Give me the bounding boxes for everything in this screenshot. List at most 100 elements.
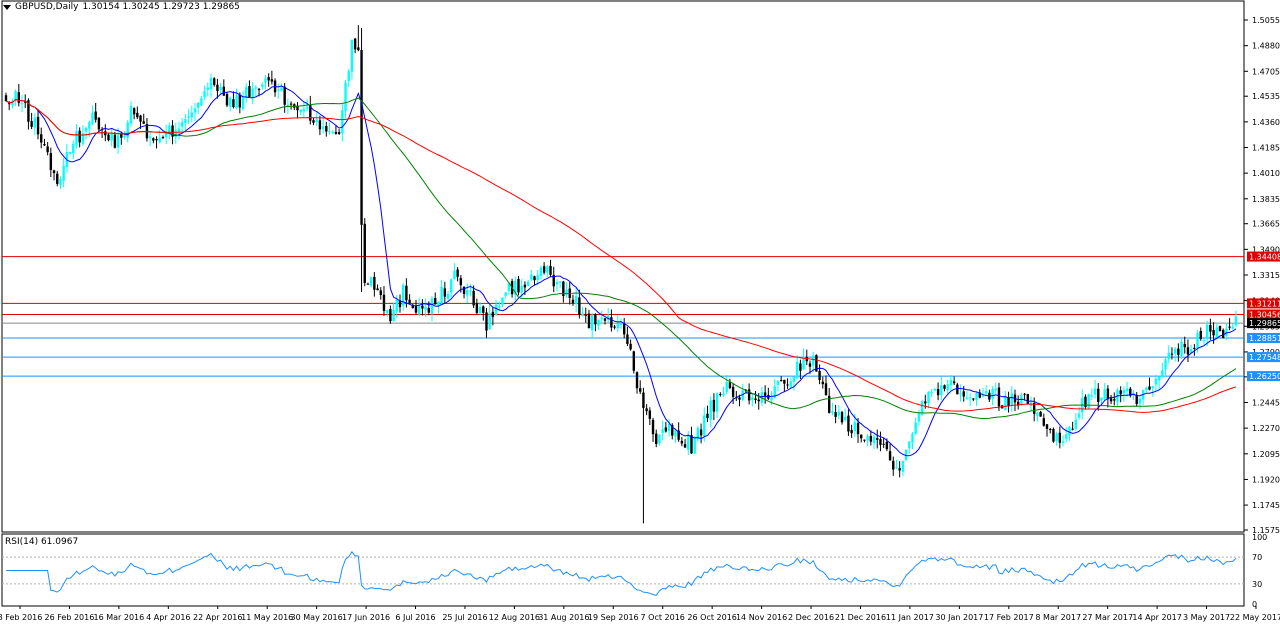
- candle: [382, 286, 386, 316]
- candle: [674, 428, 677, 443]
- candle: [43, 138, 46, 147]
- candle: [350, 39, 354, 80]
- x-tick-label: 12 Aug 2016: [489, 613, 540, 622]
- candle: [648, 407, 652, 426]
- level-price-tag: 1.26250: [1247, 371, 1280, 382]
- candle: [671, 423, 674, 440]
- candle: [78, 127, 81, 148]
- candle: [91, 105, 94, 126]
- x-tick-label: 21 Dec 2016: [835, 613, 886, 622]
- candle: [661, 420, 664, 441]
- x-tick-label: 22 Apr 2016: [193, 613, 242, 622]
- candle: [289, 101, 293, 110]
- candle: [229, 96, 232, 112]
- candle: [773, 378, 776, 399]
- candle: [645, 404, 648, 416]
- candle: [1151, 385, 1154, 397]
- candle: [834, 404, 837, 424]
- candle: [424, 298, 427, 317]
- candlesticks: [4, 25, 1238, 524]
- candle: [1116, 387, 1119, 407]
- candle: [401, 283, 405, 311]
- candle: [856, 418, 860, 443]
- rsi-panel: 100 70 30 0: [2, 533, 1267, 609]
- candle: [52, 169, 56, 181]
- candle: [811, 351, 815, 373]
- candle: [1157, 376, 1161, 390]
- candle: [504, 292, 507, 299]
- candle: [1045, 424, 1049, 437]
- y-tick-label: 1.17450: [1252, 501, 1280, 510]
- candle: [616, 315, 619, 333]
- moving-averages: [5, 85, 1237, 457]
- candle: [533, 275, 536, 286]
- candle: [558, 281, 562, 289]
- candle: [565, 282, 568, 298]
- candle: [1065, 427, 1068, 443]
- x-tick-label: 17 Feb 2017: [984, 613, 1034, 622]
- candle: [1193, 344, 1196, 356]
- candle: [59, 176, 62, 190]
- svg-text:1.30456: 1.30456: [1249, 310, 1280, 319]
- candle: [200, 95, 203, 106]
- candle: [1218, 325, 1222, 332]
- candle: [267, 73, 270, 87]
- candle: [331, 129, 334, 135]
- candle: [446, 290, 450, 303]
- candle: [1010, 386, 1013, 412]
- candle: [1119, 386, 1122, 403]
- candle: [235, 88, 238, 110]
- candle: [664, 421, 668, 433]
- candle: [799, 359, 802, 379]
- candle: [373, 272, 376, 297]
- y-tick-label: 1.48800: [1252, 42, 1280, 51]
- candle: [238, 92, 242, 114]
- candle: [933, 387, 937, 392]
- candle: [610, 309, 613, 332]
- candle: [209, 73, 213, 98]
- y-tick-label: 1.19200: [1252, 475, 1280, 484]
- y-tick-label: 1.22700: [1252, 424, 1280, 433]
- candle: [478, 302, 482, 315]
- candle: [213, 77, 216, 87]
- candle: [1106, 385, 1110, 408]
- candle: [245, 83, 248, 103]
- candle: [735, 391, 738, 402]
- candle: [690, 426, 693, 454]
- candle: [369, 276, 373, 288]
- y-tick-label: 1.34900: [1252, 245, 1280, 254]
- candle: [626, 326, 629, 347]
- candle: [526, 279, 530, 287]
- svg-text:1.26250: 1.26250: [1249, 372, 1280, 381]
- candle: [994, 382, 997, 395]
- candle: [940, 376, 943, 401]
- candle: [11, 98, 14, 109]
- candle: [943, 384, 946, 392]
- candle: [1090, 388, 1094, 401]
- rsi-header: RSI(14) 61.0967: [5, 537, 79, 547]
- candle: [107, 133, 110, 142]
- dropdown-triangle-icon[interactable]: [3, 4, 11, 10]
- candle: [581, 306, 584, 317]
- candle: [315, 112, 318, 126]
- candle: [466, 283, 469, 304]
- rsi-tick-label: 30: [1252, 580, 1262, 589]
- candle: [594, 313, 597, 332]
- candle: [152, 137, 155, 144]
- candle: [437, 301, 440, 314]
- candle: [196, 101, 200, 115]
- candle: [1145, 386, 1148, 393]
- candle: [475, 298, 479, 315]
- x-tick-label: 22 May 2017: [1230, 613, 1280, 622]
- candle: [779, 376, 783, 382]
- y-tick-label: 1.43600: [1252, 118, 1280, 127]
- candle: [482, 305, 485, 321]
- y-tick-label: 1.50550: [1252, 16, 1280, 25]
- y-tick-label: 1.40100: [1252, 169, 1280, 178]
- candle: [357, 25, 360, 52]
- candle: [754, 391, 757, 404]
- level-price-tag: 1.27548: [1247, 352, 1280, 363]
- candle: [123, 130, 126, 140]
- symbol-label: GBPUSD,Daily: [15, 2, 79, 12]
